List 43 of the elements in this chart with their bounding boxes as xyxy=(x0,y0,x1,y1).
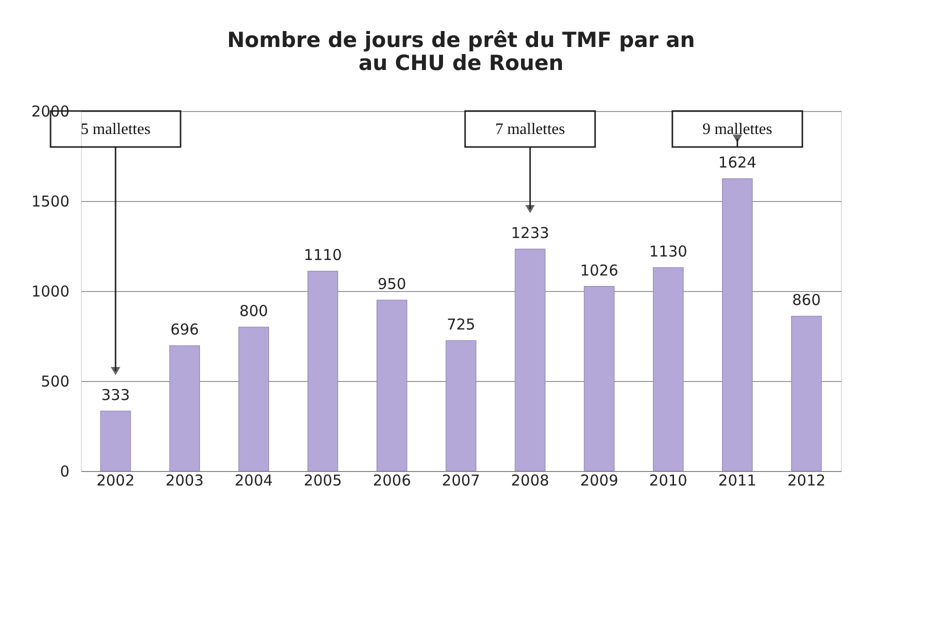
text: Nombre de jours de prêt du TMF par an xyxy=(227,28,695,52)
x-tick-label: 2006 xyxy=(372,472,412,490)
data-label: 800 xyxy=(239,302,268,320)
bar xyxy=(791,316,822,472)
bar xyxy=(308,270,338,472)
annotation: 7 mallettes xyxy=(495,121,565,138)
y-tick-label: 500 xyxy=(40,372,70,390)
data-label: 950 xyxy=(378,275,406,293)
data-label: 860 xyxy=(792,291,821,310)
text: au CHU de Rouen xyxy=(358,51,564,75)
x-tick-label: 2010 xyxy=(649,472,688,490)
x-tick-label: 2009 xyxy=(580,472,618,490)
y-tick-label: 1000 xyxy=(31,282,70,300)
x-tick-label: 2007 xyxy=(442,472,480,490)
x-tick-label: 2012 xyxy=(787,472,826,490)
x-tick-label: 2008 xyxy=(510,472,550,490)
y-tick-label: 2000 xyxy=(31,102,70,120)
annotation: 9 mallettes xyxy=(702,121,772,138)
bar xyxy=(446,340,476,472)
data-label: 1026 xyxy=(580,261,618,280)
x-tick-label: 2003 xyxy=(166,472,204,490)
annotation: 5 mallettes xyxy=(80,121,150,138)
data-label: 333 xyxy=(101,386,130,404)
x-tick-label: 2005 xyxy=(304,472,342,490)
data-label: 1110 xyxy=(304,246,342,264)
data-label: 1233 xyxy=(510,224,550,242)
y-tick-label: 0 xyxy=(60,462,70,480)
y-tick-label: 1500 xyxy=(31,192,70,210)
bar xyxy=(514,248,546,472)
bar xyxy=(652,267,684,472)
bar xyxy=(722,178,753,472)
bar xyxy=(169,345,200,472)
bar xyxy=(238,326,270,472)
x-tick-label: 2004 xyxy=(234,472,273,490)
data-label: 725 xyxy=(446,316,476,334)
bar xyxy=(376,300,408,472)
bar xyxy=(100,410,131,472)
data-label: 1130 xyxy=(649,242,688,261)
x-tick-label: 2002 xyxy=(96,472,135,490)
x-tick-label: 2011 xyxy=(718,472,756,490)
data-label: 1624 xyxy=(718,154,756,172)
bar xyxy=(584,286,614,472)
data-label: 696 xyxy=(170,320,199,339)
